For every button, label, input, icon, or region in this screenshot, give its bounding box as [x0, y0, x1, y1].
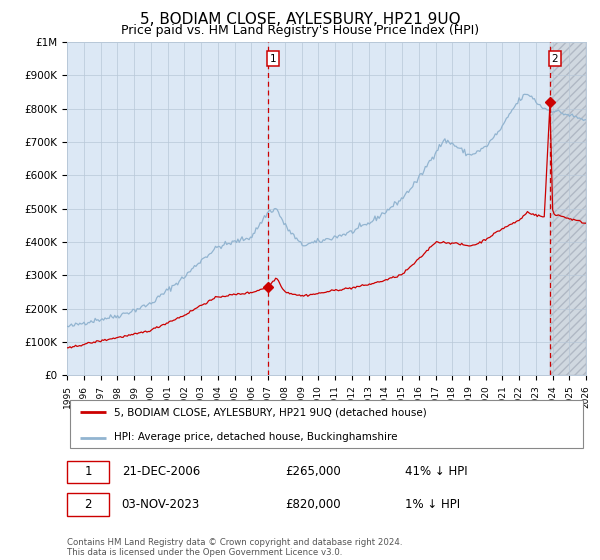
Bar [550, 42, 586, 375]
FancyBboxPatch shape [67, 461, 109, 483]
Text: 03-NOV-2023: 03-NOV-2023 [122, 498, 200, 511]
Text: 41% ↓ HPI: 41% ↓ HPI [404, 465, 467, 478]
Text: HPI: Average price, detached house, Buckinghamshire: HPI: Average price, detached house, Buck… [114, 432, 397, 442]
Text: 2: 2 [551, 54, 558, 64]
FancyBboxPatch shape [67, 493, 109, 516]
Text: 5, BODIAM CLOSE, AYLESBURY, HP21 9UQ (detached house): 5, BODIAM CLOSE, AYLESBURY, HP21 9UQ (de… [114, 408, 427, 418]
Text: 21-DEC-2006: 21-DEC-2006 [122, 465, 200, 478]
Text: Price paid vs. HM Land Registry's House Price Index (HPI): Price paid vs. HM Land Registry's House … [121, 24, 479, 36]
Text: 5, BODIAM CLOSE, AYLESBURY, HP21 9UQ: 5, BODIAM CLOSE, AYLESBURY, HP21 9UQ [140, 12, 460, 27]
Text: £820,000: £820,000 [285, 498, 341, 511]
Text: 1% ↓ HPI: 1% ↓ HPI [404, 498, 460, 511]
Text: 1: 1 [269, 54, 276, 64]
Text: Contains HM Land Registry data © Crown copyright and database right 2024.
This d: Contains HM Land Registry data © Crown c… [67, 538, 403, 557]
FancyBboxPatch shape [70, 400, 583, 448]
Text: £265,000: £265,000 [285, 465, 341, 478]
Text: 1: 1 [84, 465, 92, 478]
Text: 2: 2 [84, 498, 92, 511]
Bar [550, 42, 586, 375]
